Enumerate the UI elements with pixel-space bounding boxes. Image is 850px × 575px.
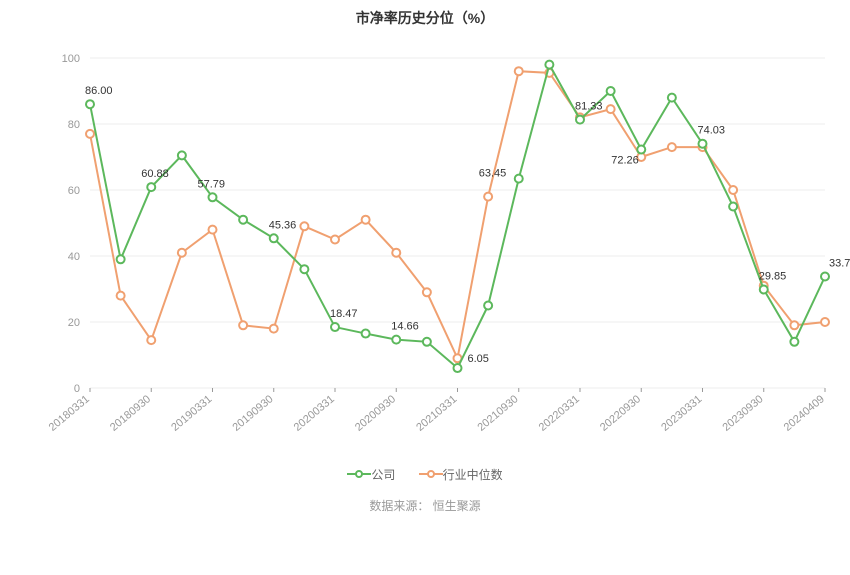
x-tick-label: 20240409 bbox=[782, 393, 827, 434]
series-line-industry_median bbox=[90, 71, 825, 358]
series-point-company bbox=[239, 216, 247, 224]
series-point-company bbox=[484, 302, 492, 310]
series-point-company bbox=[178, 151, 186, 159]
x-tick-label: 20220930 bbox=[598, 393, 643, 434]
chart-title: 市净率历史分位（%） bbox=[0, 0, 850, 28]
series-point-company bbox=[729, 203, 737, 211]
y-tick-label: 0 bbox=[74, 383, 80, 395]
point-label: 6.05 bbox=[468, 353, 489, 365]
series-point-company bbox=[607, 87, 615, 95]
y-tick-label: 100 bbox=[62, 53, 80, 65]
x-tick-label: 20200930 bbox=[353, 393, 398, 434]
x-tick-label: 20230331 bbox=[659, 393, 704, 434]
legend-swatch-company bbox=[347, 473, 371, 475]
x-tick-label: 20190930 bbox=[230, 393, 275, 434]
x-tick-label: 20180331 bbox=[47, 393, 92, 434]
series-point-industry_median bbox=[790, 321, 798, 329]
pb-percentile-chart: 市净率历史分位（%） 0 20 40 60 80 100 20180331 20180930 2… bbox=[0, 0, 850, 575]
series-point-company bbox=[270, 234, 278, 242]
series-point-industry_median bbox=[86, 130, 94, 138]
series-point-company bbox=[362, 330, 370, 338]
series-point-company bbox=[300, 265, 308, 273]
series-point-company bbox=[821, 272, 829, 280]
series-point-industry_median bbox=[392, 249, 400, 257]
legend-dot-company bbox=[355, 470, 363, 478]
x-tick-label: 20210930 bbox=[475, 393, 520, 434]
chart-plot: 0 20 40 60 80 100 20180331 20180930 20190331 2019… bbox=[0, 28, 850, 458]
legend: 公司 行业中位数 bbox=[0, 464, 850, 483]
series-point-company bbox=[331, 323, 339, 331]
x-tick-label: 20230930 bbox=[720, 393, 765, 434]
series-point-industry_median bbox=[331, 236, 339, 244]
y-tick-label: 40 bbox=[68, 251, 80, 263]
point-label: 33.79 bbox=[829, 257, 850, 269]
series-point-industry_median bbox=[729, 186, 737, 194]
legend-item-company: 公司 bbox=[347, 466, 395, 483]
series-point-company bbox=[209, 193, 217, 201]
series-point-industry_median bbox=[239, 321, 247, 329]
series-point-company bbox=[699, 140, 707, 148]
point-label: 74.03 bbox=[698, 125, 726, 137]
point-label: 72.26 bbox=[611, 155, 639, 167]
series-point-industry_median bbox=[515, 67, 523, 75]
legend-label-company: 公司 bbox=[371, 466, 395, 483]
source-value: 恒生聚源 bbox=[433, 499, 481, 513]
legend-dot-industry bbox=[427, 470, 435, 478]
point-label: 60.88 bbox=[141, 168, 169, 180]
point-label: 81.33 bbox=[575, 101, 603, 113]
y-tick-label: 80 bbox=[68, 119, 80, 131]
point-label: 86.00 bbox=[85, 85, 113, 97]
series-point-industry_median bbox=[362, 216, 370, 224]
series-point-industry_median bbox=[270, 325, 278, 333]
series-point-industry_median bbox=[668, 143, 676, 151]
series-line-company bbox=[90, 65, 825, 368]
series-point-industry_median bbox=[607, 105, 615, 113]
y-tick-label: 20 bbox=[68, 317, 80, 329]
series-point-industry_median bbox=[117, 292, 125, 300]
series-point-company bbox=[668, 94, 676, 102]
series-point-company bbox=[637, 146, 645, 154]
point-label: 14.66 bbox=[391, 321, 419, 333]
series-point-company bbox=[117, 255, 125, 263]
x-tick-label: 20190331 bbox=[169, 393, 214, 434]
series-point-industry_median bbox=[423, 288, 431, 296]
series-point-industry_median bbox=[178, 249, 186, 257]
y-tick-label: 60 bbox=[68, 185, 80, 197]
point-label: 18.47 bbox=[330, 308, 358, 320]
series-point-company bbox=[86, 100, 94, 108]
series-point-company bbox=[576, 116, 584, 124]
series-point-industry_median bbox=[300, 222, 308, 230]
x-tick-label: 20210331 bbox=[414, 393, 459, 434]
source-label: 数据来源： bbox=[369, 499, 429, 513]
x-tick-label: 20180930 bbox=[108, 393, 153, 434]
series-point-company bbox=[147, 183, 155, 191]
series-point-company bbox=[545, 61, 553, 69]
legend-item-industry: 行业中位数 bbox=[419, 466, 503, 483]
series-point-company bbox=[392, 336, 400, 344]
point-label: 63.45 bbox=[479, 168, 507, 180]
series-point-industry_median bbox=[484, 193, 492, 201]
point-label: 45.36 bbox=[269, 219, 297, 231]
series-point-industry_median bbox=[147, 336, 155, 344]
point-label: 57.79 bbox=[198, 178, 226, 190]
x-tick-label: 20220331 bbox=[537, 393, 582, 434]
legend-swatch-industry bbox=[419, 473, 443, 475]
series-point-industry_median bbox=[821, 318, 829, 326]
point-label: 29.85 bbox=[759, 270, 787, 282]
data-source: 数据来源： 恒生聚源 bbox=[0, 497, 850, 514]
series-point-company bbox=[515, 175, 523, 183]
series-point-company bbox=[423, 338, 431, 346]
x-tick-label: 20200331 bbox=[292, 393, 337, 434]
series-point-company bbox=[760, 285, 768, 293]
series-point-company bbox=[790, 338, 798, 346]
series-point-industry_median bbox=[209, 226, 217, 234]
series-point-company bbox=[454, 364, 462, 372]
legend-label-industry: 行业中位数 bbox=[443, 466, 503, 483]
